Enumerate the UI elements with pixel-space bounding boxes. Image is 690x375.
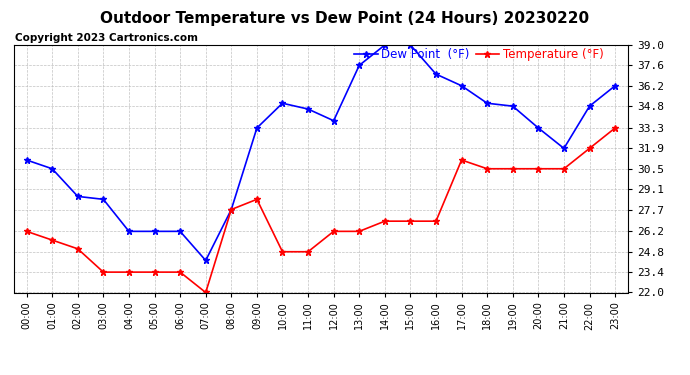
Temperature (°F) <box>355 229 364 234</box>
Dew Point  (°F) <box>48 166 57 171</box>
Temperature (°F) <box>227 207 235 212</box>
Line: Temperature (°F): Temperature (°F) <box>23 124 618 296</box>
Dew Point  (°F) <box>560 146 568 151</box>
Dew Point  (°F) <box>585 104 593 108</box>
Temperature (°F) <box>74 247 82 251</box>
Temperature (°F) <box>585 146 593 151</box>
Temperature (°F) <box>278 249 286 254</box>
Temperature (°F) <box>304 249 312 254</box>
Dew Point  (°F) <box>74 194 82 199</box>
Temperature (°F) <box>560 166 568 171</box>
Dew Point  (°F) <box>457 84 466 88</box>
Temperature (°F) <box>125 270 133 274</box>
Dew Point  (°F) <box>176 229 184 234</box>
Dew Point  (°F) <box>201 258 210 263</box>
Dew Point  (°F) <box>227 207 235 212</box>
Dew Point  (°F) <box>150 229 159 234</box>
Legend: Dew Point  (°F), Temperature (°F): Dew Point (°F), Temperature (°F) <box>354 48 604 62</box>
Temperature (°F) <box>150 270 159 274</box>
Dew Point  (°F) <box>611 84 619 88</box>
Dew Point  (°F) <box>381 43 389 47</box>
Dew Point  (°F) <box>253 126 261 130</box>
Dew Point  (°F) <box>432 72 440 76</box>
Temperature (°F) <box>381 219 389 224</box>
Temperature (°F) <box>201 290 210 295</box>
Temperature (°F) <box>99 270 108 274</box>
Text: Outdoor Temperature vs Dew Point (24 Hours) 20230220: Outdoor Temperature vs Dew Point (24 Hou… <box>101 11 589 26</box>
Temperature (°F) <box>176 270 184 274</box>
Dew Point  (°F) <box>330 118 338 123</box>
Dew Point  (°F) <box>509 104 517 108</box>
Dew Point  (°F) <box>534 126 542 130</box>
Dew Point  (°F) <box>278 101 286 105</box>
Dew Point  (°F) <box>125 229 133 234</box>
Dew Point  (°F) <box>304 107 312 111</box>
Dew Point  (°F) <box>483 101 491 105</box>
Temperature (°F) <box>483 166 491 171</box>
Temperature (°F) <box>330 229 338 234</box>
Temperature (°F) <box>611 126 619 130</box>
Temperature (°F) <box>23 229 31 234</box>
Text: Copyright 2023 Cartronics.com: Copyright 2023 Cartronics.com <box>15 33 198 42</box>
Dew Point  (°F) <box>99 197 108 202</box>
Temperature (°F) <box>48 238 57 242</box>
Temperature (°F) <box>406 219 415 224</box>
Temperature (°F) <box>457 158 466 162</box>
Dew Point  (°F) <box>355 63 364 68</box>
Temperature (°F) <box>509 166 517 171</box>
Dew Point  (°F) <box>406 43 415 47</box>
Line: Dew Point  (°F): Dew Point (°F) <box>23 42 618 264</box>
Temperature (°F) <box>253 197 261 202</box>
Temperature (°F) <box>534 166 542 171</box>
Dew Point  (°F) <box>23 158 31 162</box>
Temperature (°F) <box>432 219 440 224</box>
